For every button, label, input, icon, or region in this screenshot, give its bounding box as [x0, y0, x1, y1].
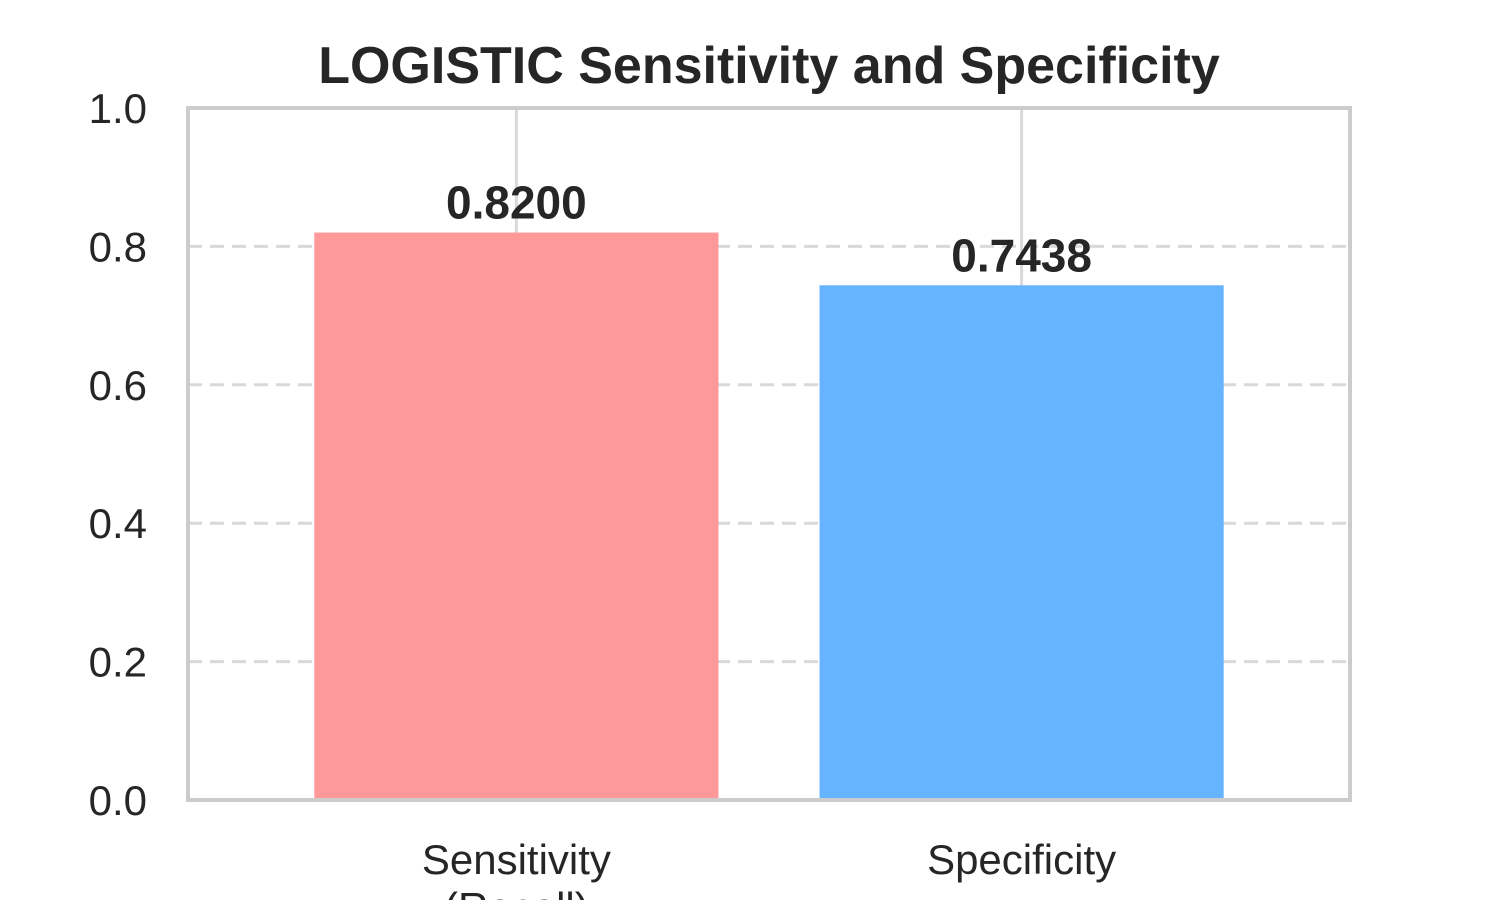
bar-1 [314, 232, 719, 800]
value-labels: 0.8200 0.7438 [446, 177, 1092, 282]
y-axis-ticks: 0.0 0.2 0.4 0.6 0.8 1.0 [89, 85, 147, 824]
y-tick-label: 0.0 [89, 777, 147, 824]
plot-frame [186, 106, 1352, 802]
y-tick-label: 0.8 [89, 223, 147, 270]
y-tick-label: 1.0 [89, 85, 147, 132]
bar-2 [819, 285, 1224, 800]
x-tick-label: Specificity [927, 836, 1116, 883]
chart-title: LOGISTIC Sensitivity and Specificity [318, 37, 1220, 95]
value-label: 0.8200 [446, 177, 587, 229]
y-tick-label: 0.4 [89, 500, 147, 547]
x-axis-ticks: Sensitivity(Recall) Specificity [422, 836, 1116, 905]
y-tick-label: 0.6 [89, 362, 147, 409]
value-label: 0.7438 [951, 229, 1092, 281]
bars [314, 232, 1224, 800]
y-tick-label: 0.2 [89, 639, 147, 686]
x-tick-label: Sensitivity(Recall) [422, 836, 611, 900]
